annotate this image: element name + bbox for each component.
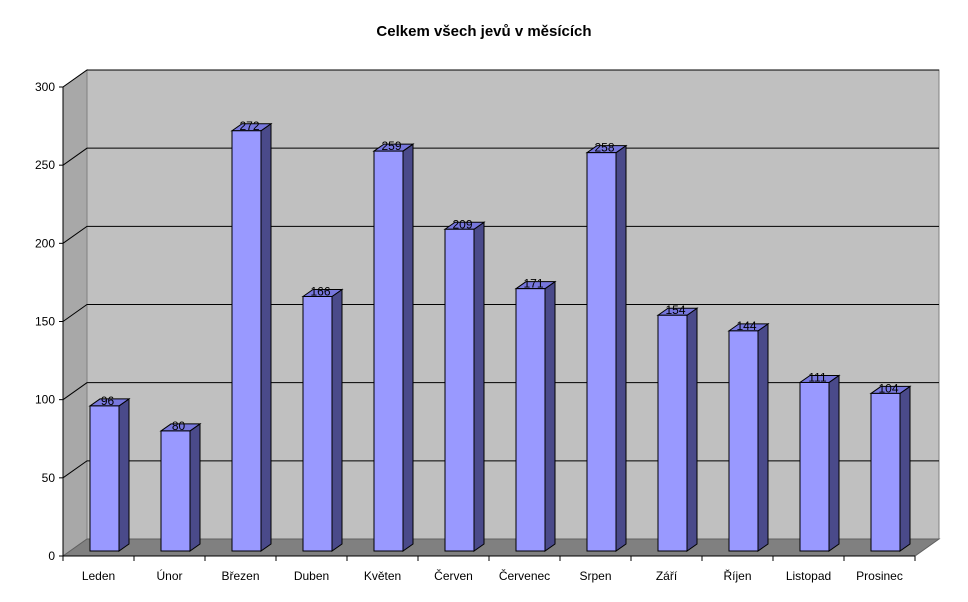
bar-side [899, 385, 911, 552]
gridline [62, 69, 939, 88]
x-tick-label: Červen [434, 568, 473, 583]
data-label: 111 [808, 370, 827, 384]
y-tick-label: 50 [42, 471, 56, 485]
y-tick-label: 300 [35, 80, 55, 94]
bar [727, 322, 770, 552]
y-tick-label: 100 [35, 393, 55, 407]
bar-side [686, 307, 698, 552]
gridline [62, 460, 939, 479]
data-label: 144 [736, 319, 756, 333]
bar-side [189, 422, 201, 552]
bar [372, 143, 415, 552]
x-tick-label: Březen [221, 569, 259, 583]
x-tick-label: Prosinec [856, 569, 903, 583]
x-tick-label: Únor [156, 568, 182, 583]
gridline [62, 382, 939, 401]
x-tick-label: Červenec [499, 568, 550, 583]
plot-area: 0 50 100 150 200 250 300 Leden Únor Březen Duben Kv… [35, 69, 941, 583]
bar-side [757, 322, 769, 552]
y-tick-label: 200 [35, 236, 55, 250]
bar-front [231, 130, 262, 552]
y-tick-label: 150 [35, 315, 55, 329]
x-tick-label: Listopad [786, 569, 831, 583]
bar [88, 397, 131, 552]
bar-side [615, 144, 627, 552]
data-label: 166 [310, 284, 330, 298]
gridline [62, 304, 939, 322]
bar [159, 422, 202, 552]
data-label: 258 [594, 141, 614, 155]
gridline [62, 147, 939, 166]
bar-front [444, 228, 475, 552]
data-label: 96 [101, 394, 115, 408]
bar [443, 221, 486, 552]
bar [585, 144, 628, 552]
bar-front [799, 381, 830, 552]
bar-front [728, 330, 759, 552]
data-label: 154 [665, 303, 685, 317]
x-tick-label: Září [656, 569, 678, 583]
x-tick-label: Květen [364, 569, 401, 583]
bar-side [828, 374, 840, 552]
y-tick-label: 0 [48, 549, 55, 563]
bar-front [160, 430, 191, 552]
bar-front [89, 405, 120, 552]
bar-front [373, 150, 404, 552]
bar [230, 122, 273, 552]
bar-side [118, 397, 130, 552]
bar [514, 280, 557, 552]
chart-title: Celkem všech jevů v měsících [376, 23, 591, 40]
data-label: 209 [452, 217, 472, 231]
y-tick-label: 250 [35, 158, 55, 172]
bar-side [544, 280, 556, 552]
data-label: 259 [381, 139, 401, 153]
bar-side [331, 288, 343, 552]
bar-side [402, 143, 414, 552]
bar-front [870, 392, 901, 552]
bar [798, 374, 841, 552]
data-label: 80 [172, 419, 186, 433]
x-tick-label: Leden [82, 569, 115, 583]
bar-side [473, 221, 485, 552]
bar [656, 307, 699, 552]
data-label: 171 [523, 277, 543, 291]
data-label: 104 [878, 381, 898, 395]
data-label: 272 [239, 119, 259, 133]
bar-side [260, 122, 272, 552]
x-tick-label: Říjen [723, 568, 751, 583]
gridline [62, 225, 939, 244]
bar [301, 288, 344, 552]
bar-front [657, 314, 688, 552]
bar-front [586, 152, 617, 552]
x-tick-label: Duben [294, 569, 329, 583]
bar-front [515, 288, 546, 552]
bar [869, 385, 912, 552]
bar-front [302, 295, 333, 552]
x-tick-label: Srpen [579, 569, 611, 583]
